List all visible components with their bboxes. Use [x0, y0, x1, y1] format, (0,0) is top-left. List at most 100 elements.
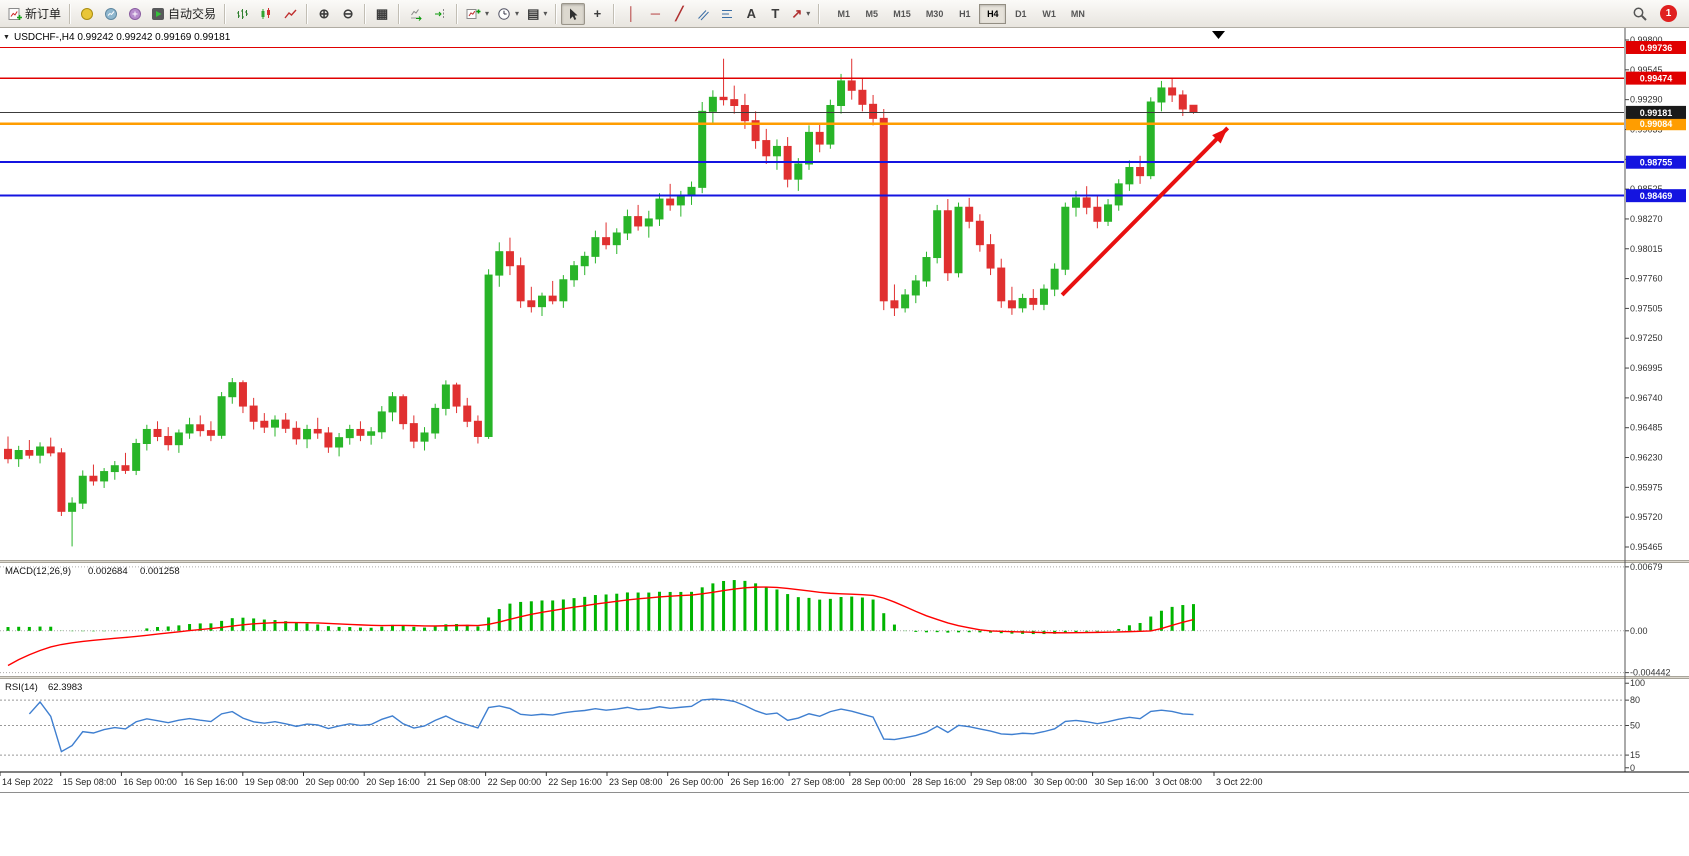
- candle-down: [473, 420, 482, 437]
- candle-up: [1018, 297, 1027, 309]
- candle-up: [271, 419, 279, 428]
- market-button[interactable]: [99, 3, 123, 25]
- new-chart-button[interactable]: ▾: [462, 3, 493, 25]
- timeframe-button-m5[interactable]: M5: [858, 4, 885, 24]
- time-axis-label: 29 Sep 08:00: [973, 777, 1027, 787]
- tile-windows-icon: ▦: [375, 6, 389, 21]
- candle-down: [196, 424, 205, 432]
- timeframe-button-h1[interactable]: H1: [951, 4, 978, 24]
- price-tick-label: 0.99800: [1630, 35, 1663, 45]
- chart-shift-marker-icon[interactable]: [1212, 31, 1225, 39]
- channel-tool-button[interactable]: [691, 3, 715, 25]
- timeframe-button-m15[interactable]: M15: [886, 4, 918, 24]
- new-order-button[interactable]: 新订单: [4, 3, 65, 25]
- price-badge-label: 0.99736: [1640, 43, 1673, 53]
- time-axis-label: 27 Sep 08:00: [791, 777, 845, 787]
- timeframe-button-d1[interactable]: D1: [1007, 4, 1034, 24]
- candle-down: [164, 435, 173, 446]
- candlestick-chart-button[interactable]: [254, 3, 278, 25]
- candle-down: [869, 103, 878, 119]
- notification-badge[interactable]: 1: [1660, 5, 1677, 22]
- tile-windows-button[interactable]: ▦: [370, 3, 394, 25]
- candle-up: [228, 382, 237, 398]
- timeframe-button-h4[interactable]: H4: [979, 3, 1007, 24]
- timeframe-toolbar: M1 M5 M15 M30 H1 H4 D1 W1 MN: [830, 3, 1092, 24]
- autotrading-button[interactable]: 自动交易: [147, 3, 220, 25]
- price-badge-label: 0.98469: [1640, 191, 1673, 201]
- timeframe-button-m1[interactable]: M1: [830, 4, 857, 24]
- candle-down: [879, 117, 888, 302]
- line-chart-button[interactable]: [278, 3, 302, 25]
- arrows-tool-button[interactable]: ↗ ▾: [787, 3, 814, 25]
- candle-down: [260, 420, 269, 428]
- autotrading-label: 自动交易: [168, 7, 217, 21]
- autoscroll-button[interactable]: [404, 3, 428, 25]
- price-tick-label: 0.97760: [1630, 274, 1663, 284]
- search-button[interactable]: [1628, 3, 1652, 25]
- trendline-icon: ╱: [675, 6, 684, 21]
- macd-signal-line: [7, 586, 1194, 667]
- candle-down: [548, 295, 557, 302]
- separator: [224, 3, 227, 24]
- timeframe-button-m30[interactable]: M30: [919, 4, 951, 24]
- candle-up: [933, 210, 942, 259]
- panel-splitter[interactable]: [0, 676, 1689, 679]
- panel-splitter[interactable]: [0, 560, 1689, 563]
- channel-icon: [698, 9, 710, 20]
- candle-down: [153, 428, 162, 437]
- candle-down: [1178, 94, 1187, 110]
- price-axis[interactable]: [1625, 28, 1689, 772]
- fibonacci-tool-button[interactable]: [715, 3, 739, 25]
- price-tick-label: 0.99290: [1630, 95, 1663, 105]
- horizontal-line-tool-button[interactable]: ─: [643, 3, 667, 25]
- time-axis-label: 16 Sep 00:00: [123, 777, 177, 787]
- candle-down: [1093, 206, 1102, 222]
- trend-arrow-head: [1212, 127, 1228, 144]
- zoom-out-button[interactable]: ⊖: [336, 3, 360, 25]
- timeframe-button-mn[interactable]: MN: [1064, 4, 1092, 24]
- trend-arrow[interactable]: [1060, 126, 1230, 297]
- candle-up: [698, 110, 707, 188]
- candle-up: [911, 280, 920, 296]
- crosshair-button[interactable]: +: [585, 3, 609, 25]
- candle-up: [837, 80, 846, 106]
- bar-chart-button[interactable]: [230, 3, 254, 25]
- time-axis-label: 28 Sep 16:00: [913, 777, 967, 787]
- bar-chart-icon: [237, 8, 249, 19]
- candle-down: [730, 99, 739, 106]
- label-tool-button[interactable]: T: [763, 3, 787, 25]
- price-badge-label: 0.99181: [1640, 108, 1673, 118]
- trendline-tool-button[interactable]: ╱: [667, 3, 691, 25]
- candle-down: [666, 198, 675, 206]
- candle-up: [1146, 101, 1155, 177]
- price-tick-label: 0.96485: [1630, 423, 1663, 433]
- price-tick-label: 0.96230: [1630, 453, 1663, 463]
- time-axis[interactable]: [0, 772, 1689, 792]
- candle-up: [901, 294, 910, 309]
- time-axis-label: 14 Sep 2022: [2, 777, 53, 787]
- candle-up: [335, 437, 344, 448]
- periods-button[interactable]: ▾: [493, 3, 523, 25]
- chart-shift-button[interactable]: [428, 3, 452, 25]
- templates-button[interactable]: ▤ ▾: [523, 3, 551, 25]
- candle-down: [238, 382, 247, 407]
- candle-down: [324, 432, 333, 448]
- candle-up: [644, 218, 653, 227]
- candle-down: [1082, 197, 1091, 208]
- price-tick-label: 0.96740: [1630, 393, 1663, 403]
- timeframe-button-w1[interactable]: W1: [1035, 4, 1063, 24]
- candle-up: [142, 428, 151, 444]
- text-tool-button[interactable]: A: [739, 3, 763, 25]
- macd-scale-label: 0.00: [1630, 626, 1648, 636]
- candle-down: [89, 475, 98, 482]
- chart-canvas[interactable]: ▼ USDCHF-,H4 0.99242 0.99242 0.99169 0.99…: [0, 28, 1689, 792]
- signals-button[interactable]: [123, 3, 147, 25]
- vertical-line-tool-button[interactable]: │: [619, 3, 643, 25]
- price-tick-label: 0.95465: [1630, 542, 1663, 552]
- cursor-button[interactable]: [561, 2, 586, 25]
- new-order-icon: [8, 7, 22, 20]
- zoom-in-button[interactable]: ⊕: [312, 3, 336, 25]
- mql-editor-button[interactable]: [75, 3, 99, 25]
- candle-down: [634, 216, 643, 227]
- time-axis-label: 19 Sep 08:00: [245, 777, 299, 787]
